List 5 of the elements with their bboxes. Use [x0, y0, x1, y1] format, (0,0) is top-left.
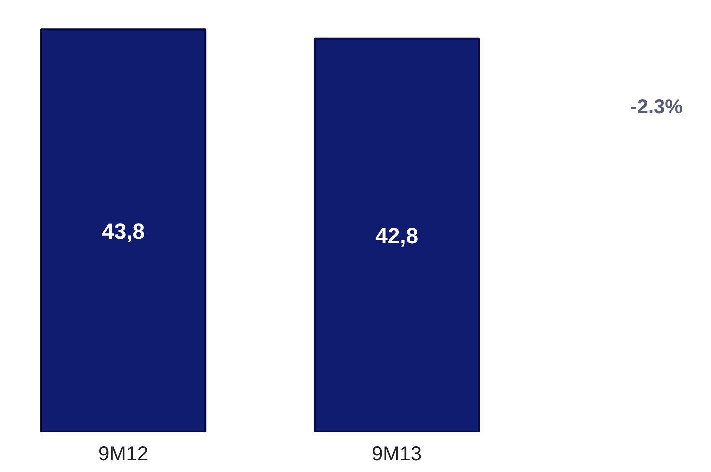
data-label: 42,8: [376, 224, 418, 249]
x-tick-label: 9M12: [98, 444, 149, 466]
data-label: 43,8: [102, 219, 145, 244]
text: -2.3%: [630, 96, 684, 118]
x-tick-label: 9M13: [372, 444, 422, 466]
